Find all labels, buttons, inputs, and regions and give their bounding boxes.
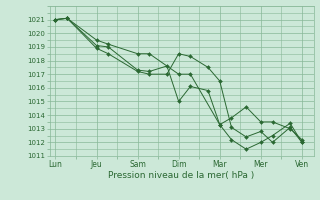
X-axis label: Pression niveau de la mer( hPa ): Pression niveau de la mer( hPa ): [108, 171, 255, 180]
